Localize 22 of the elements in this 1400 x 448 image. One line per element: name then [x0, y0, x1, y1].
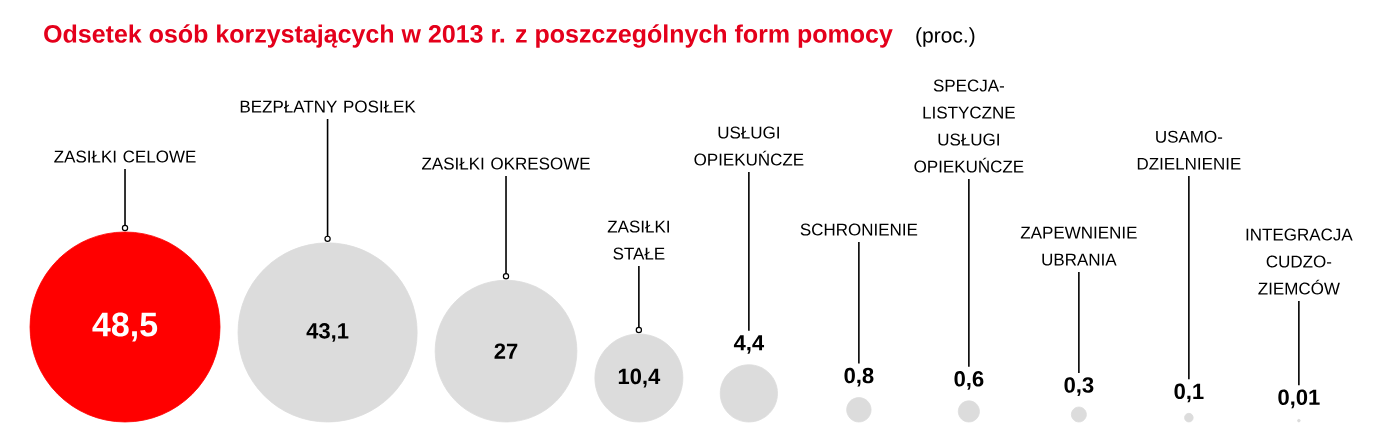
- data-label: 10,4: [618, 368, 661, 388]
- data-label: 0,6: [954, 371, 984, 390]
- data-label: 0,1: [1174, 383, 1204, 403]
- data-label: 0,8: [844, 367, 874, 387]
- data-label: 0,01: [1278, 389, 1320, 409]
- data-label: 4,4: [733, 335, 765, 354]
- data-label: 48,5: [92, 312, 158, 342]
- category-label: INTEGRACJA CUDZO-ZIEMCÓW: [1246, 228, 1353, 295]
- category-label: ZASIŁKI CELOWE: [54, 150, 196, 163]
- text: (proc.): [916, 27, 975, 47]
- category-label: USŁUGI OPIEKUŃCZE: [694, 126, 804, 166]
- data-label: 43,1: [306, 323, 349, 342]
- category-label: ZASIŁKI OKRESOWE: [422, 157, 590, 170]
- category-label: ZAPEWNIENIE UBRANIA: [1020, 226, 1137, 266]
- data-label: 27: [494, 343, 518, 359]
- category-label: USAMO-DZIELNIENIE: [1137, 130, 1241, 170]
- category-label: SCHRONIENIE: [800, 223, 918, 236]
- data-label: 0,3: [1064, 377, 1094, 396]
- text: Odsetek osób korzystających w 2013 r. z poszczególnych form pomocy: [44, 24, 893, 48]
- category-label: ZASIŁKI STAŁE: [607, 220, 669, 260]
- category-label: BEZPŁATNY POSIŁEK: [240, 100, 416, 113]
- category-label: SPECJA-LISTYCZNE USŁUGI OPIEKUŃCZE: [914, 79, 1024, 173]
